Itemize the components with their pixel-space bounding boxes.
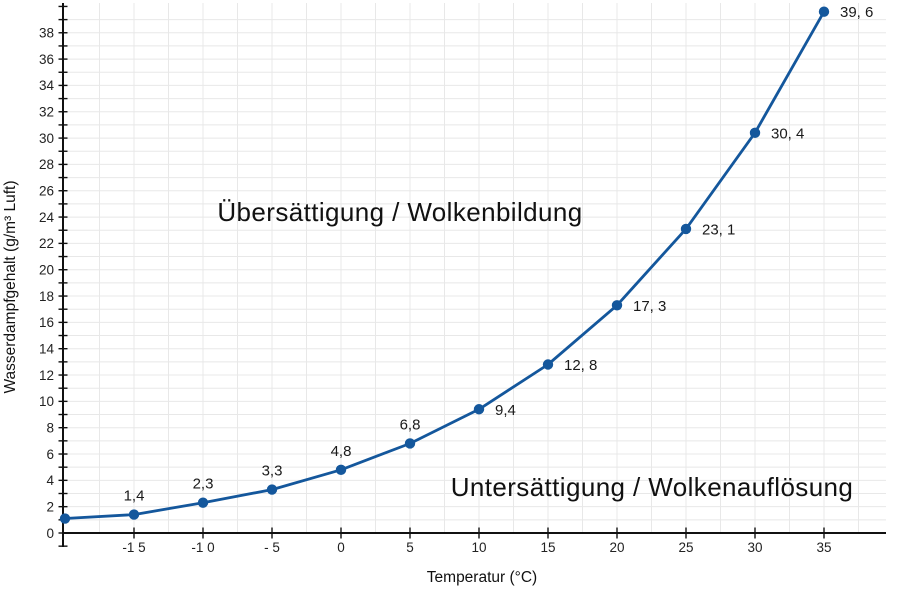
x-tick-label: -1 0 — [191, 540, 214, 555]
x-tick-label: - 5 — [264, 540, 280, 555]
y-tick-label: 2 — [46, 499, 54, 514]
data-point — [473, 404, 485, 415]
y-tick-label: 26 — [39, 184, 54, 199]
data-point — [335, 464, 347, 476]
x-tick-label: 5 — [406, 540, 414, 555]
data-point-label: 9,4 — [495, 402, 516, 419]
y-tick-label: 12 — [39, 368, 54, 383]
y-tick-label: 38 — [39, 26, 54, 41]
data-point-label: 1,4 — [124, 488, 145, 505]
data-point — [128, 509, 140, 520]
point-labels: 1,4 2,3 3,3 4,8 6,8 9,4 12, 8 17, 3 23, 1 30, 4 39… — [124, 4, 874, 504]
data-point — [611, 300, 623, 311]
x-axis-title: Temperatur (°C) — [427, 569, 537, 586]
y-tick-label: 6 — [46, 447, 54, 462]
x-tick-label: 30 — [747, 540, 762, 555]
x-tick-label: 10 — [471, 540, 486, 555]
y-tick-label: 22 — [39, 236, 54, 251]
y-tick-label: 24 — [39, 210, 55, 225]
y-tick-label: 28 — [39, 157, 54, 172]
y-tick-label: 8 — [46, 420, 54, 435]
data-point — [197, 497, 209, 508]
data-point-label: 30, 4 — [771, 125, 804, 142]
x-tick-label: -1 5 — [122, 540, 145, 555]
y-axis-title: Wasserdampfgehalt (g/m³ Luft) — [2, 180, 19, 393]
data-point — [404, 438, 416, 449]
data-point-label: 2,3 — [193, 476, 214, 493]
data-point-label: 6,8 — [400, 416, 421, 433]
annotation-oversaturation: Übersättigung / Wolkenbildung — [217, 197, 582, 227]
y-tick-label: 4 — [46, 473, 54, 488]
series-line — [63, 10, 826, 520]
data-point-label: 3,3 — [262, 463, 283, 480]
data-point-label: 17, 3 — [633, 298, 666, 315]
y-tick-label: 10 — [39, 394, 54, 409]
x-tick-label: 0 — [337, 540, 345, 555]
series — [59, 6, 830, 524]
data-point — [749, 127, 761, 139]
data-point — [680, 223, 692, 235]
data-point — [542, 359, 554, 370]
data-point-label: 23, 1 — [702, 221, 735, 238]
y-tick-label: 36 — [39, 52, 54, 67]
x-tick-label: 15 — [540, 540, 555, 555]
y-tick-label: 30 — [39, 131, 54, 146]
annotation-undersaturation: Untersättigung / Wolkenauflösung — [451, 472, 854, 502]
y-tick-label: 20 — [39, 263, 54, 278]
data-point — [266, 484, 278, 495]
y-tick-label: 16 — [39, 315, 54, 330]
x-tick-label: 25 — [678, 540, 693, 555]
y-tick-label: 0 — [46, 526, 54, 541]
x-tick-label: 20 — [609, 540, 624, 555]
y-tick-label: 32 — [39, 105, 54, 120]
x-tick-label: 35 — [816, 540, 831, 555]
y-tick-label: 14 — [39, 342, 55, 357]
data-point-label: 12, 8 — [564, 357, 597, 374]
data-point — [59, 513, 71, 524]
y-tick-label: 34 — [39, 78, 55, 93]
data-point-label: 4,8 — [331, 443, 352, 460]
data-point-label: 39, 6 — [840, 4, 873, 21]
y-tick-label: 18 — [39, 289, 54, 304]
grid — [63, 3, 886, 533]
data-point — [818, 6, 830, 17]
